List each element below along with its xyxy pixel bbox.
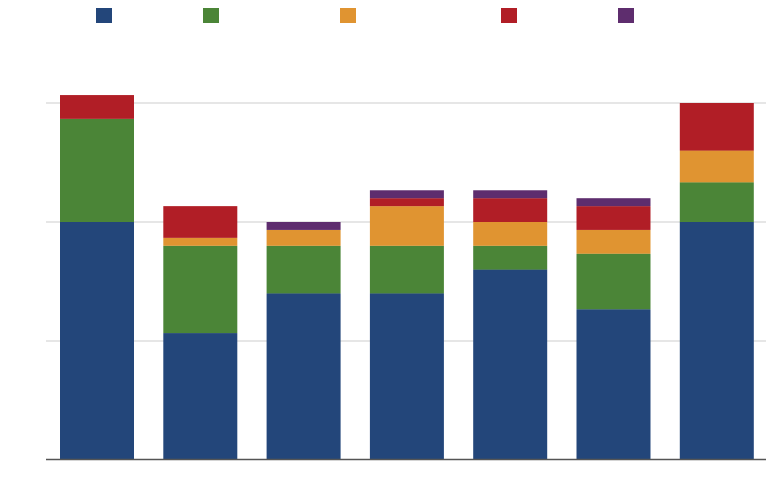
legend [96,8,634,23]
bar-segment [369,190,444,199]
bar-segment [60,118,134,222]
bar-segment [369,198,444,207]
bar-segment [266,293,341,460]
bar-stack [369,190,444,460]
bar-segment [473,190,548,199]
bar-segment [163,333,238,460]
bar-stack [60,95,134,460]
bar-segment [576,229,651,254]
bar-segment [163,237,238,246]
bar-segment [576,206,651,230]
bar-segment [473,222,548,246]
bar-segment [369,293,444,460]
bar-stack [163,206,238,460]
bar-segment [576,198,651,207]
bar-segment [369,206,444,246]
legend-swatch [96,8,112,23]
bar-segment [266,229,341,246]
bar-segment [679,222,754,460]
legend-swatch [618,8,634,23]
bar-segment [679,103,754,151]
bar-segment [266,245,341,294]
bar-segment [473,245,548,270]
legend-swatch [340,8,356,23]
bar-segment [473,198,548,222]
bar-segment [679,150,754,183]
bar-stack [266,222,341,460]
bar-segment [369,245,444,294]
legend-swatch [501,8,517,23]
bar-segment [163,245,238,334]
bars [60,95,754,460]
bar-segment [266,222,341,230]
bar-segment [473,269,548,460]
bar-segment [576,309,651,460]
bar-segment [60,222,134,460]
bar-segment [576,253,651,310]
legend-swatch [203,8,219,23]
bar-stack [679,103,754,460]
bar-segment [679,182,754,222]
bar-stack [473,190,548,460]
bar-segment [163,206,238,238]
bar-stack [576,198,651,460]
bar-segment [60,95,134,119]
